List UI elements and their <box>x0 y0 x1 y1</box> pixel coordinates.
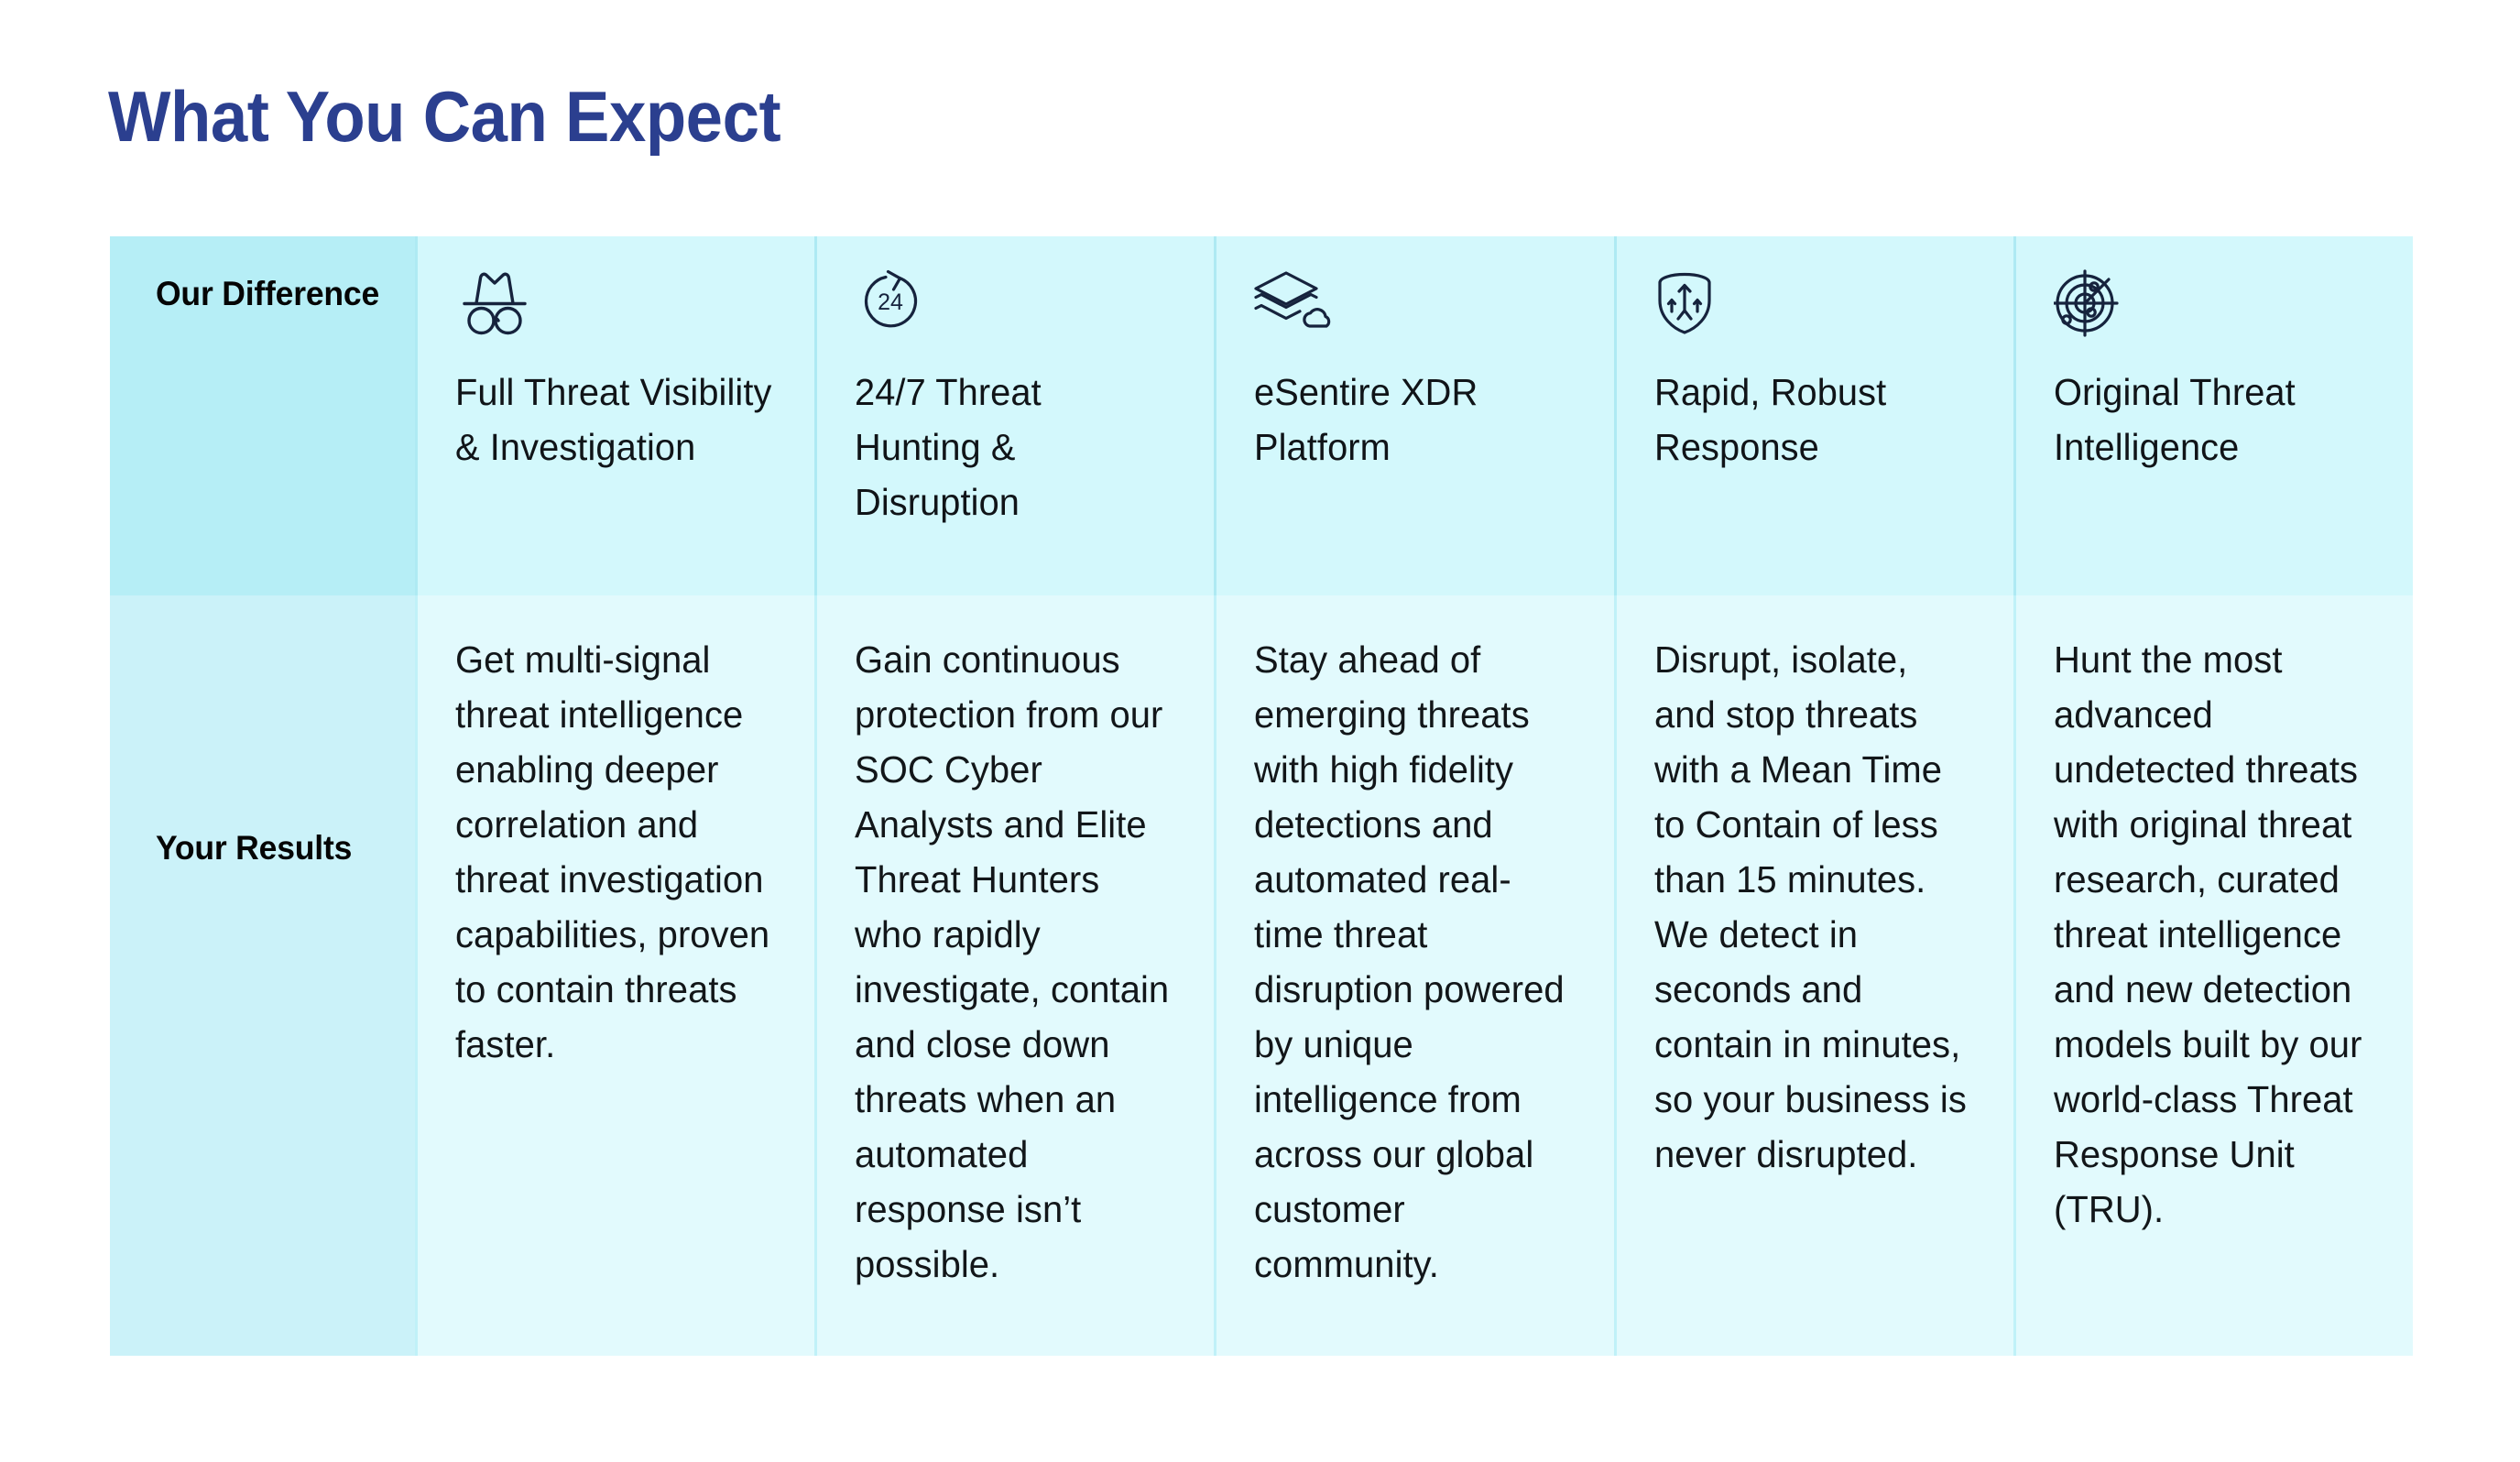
row-header-our-difference: Our Difference <box>110 236 415 595</box>
page-title: What You Can Expect <box>108 76 781 157</box>
column-body-cell-5: Hunt the most advanced undetected threat… <box>2013 595 2413 1356</box>
24-hour-circular-arrow-icon: 24 <box>855 236 1183 332</box>
row-label-our-difference: Our Difference <box>156 275 380 312</box>
column-result-text-2: Gain continuous protection from our SOC … <box>855 638 1170 1285</box>
radar-target-crosshair-icon <box>2053 236 2382 337</box>
column-body-cell-3: Stay ahead of emerging threats with high… <box>1214 595 1614 1356</box>
column-body-cell-4: Disrupt, isolate, and stop threats with … <box>1613 595 2013 1356</box>
column-body-cell-1: Get multi-signal threat intelligence ena… <box>415 595 815 1356</box>
column-header-cell-2: 24 24/7 Threat Hunting & Disruption <box>814 236 1215 595</box>
stacked-layers-cloud-icon <box>1254 236 1582 332</box>
column-header-cell-4: Rapid, Robust Response <box>1613 236 2013 595</box>
expect-comparison-table: Our Difference Full Threat Visibility & … <box>110 236 2413 1356</box>
column-heading-1: Full Threat Visibility & Investigation <box>455 371 772 468</box>
column-result-text-3: Stay ahead of emerging threats with high… <box>1254 638 1565 1285</box>
column-header-cell-3: eSentire XDR Platform <box>1214 236 1614 595</box>
shield-up-arrows-icon <box>1654 236 1982 334</box>
row-label-your-results: Your Results <box>156 829 353 867</box>
column-header-cell-1: Full Threat Visibility & Investigation <box>415 236 815 595</box>
incognito-detective-hat-glasses-icon <box>455 236 783 335</box>
column-heading-5: Original Threat Intelligence <box>2053 371 2296 468</box>
svg-text:24: 24 <box>878 289 903 315</box>
column-heading-4: Rapid, Robust Response <box>1653 371 1886 468</box>
column-heading-3: eSentire XDR Platform <box>1254 371 1478 468</box>
column-body-cell-2: Gain continuous protection from our SOC … <box>814 595 1215 1356</box>
column-header-cell-5: Original Threat Intelligence <box>2013 236 2413 595</box>
row-header-your-results: Your Results <box>110 595 415 1356</box>
column-result-text-4: Disrupt, isolate, and stop threats with … <box>1653 638 1967 1175</box>
table-row-our-difference: Our Difference Full Threat Visibility & … <box>110 236 2413 595</box>
column-result-text-5: Hunt the most advanced undetected threat… <box>2053 638 2362 1230</box>
column-heading-2: 24/7 Threat Hunting & Disruption <box>855 371 1042 523</box>
column-result-text-1: Get multi-signal threat intelligence ena… <box>455 638 770 1065</box>
table-row-your-results: Your Results Get multi-signal threat int… <box>110 595 2413 1356</box>
